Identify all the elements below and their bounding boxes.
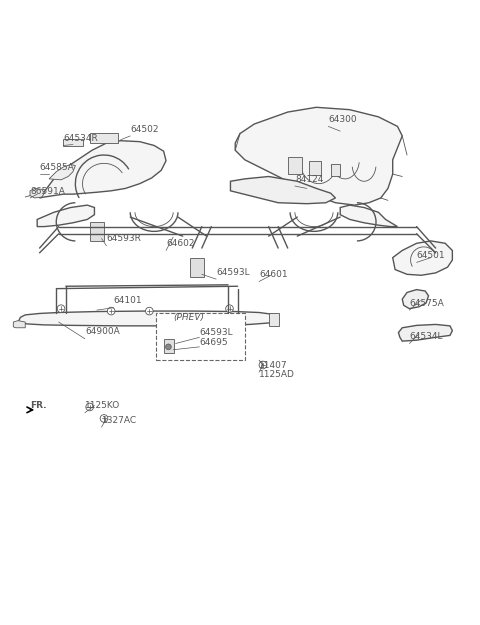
- Text: 1125AD: 1125AD: [259, 370, 295, 379]
- Text: 64695: 64695: [199, 338, 228, 347]
- Text: 84124: 84124: [295, 174, 323, 184]
- Text: 64585A: 64585A: [39, 162, 74, 172]
- Text: 64593L: 64593L: [216, 268, 250, 277]
- Polygon shape: [230, 176, 336, 204]
- Text: 1327AC: 1327AC: [102, 416, 137, 424]
- Circle shape: [86, 403, 94, 411]
- Polygon shape: [13, 321, 25, 328]
- Polygon shape: [18, 311, 278, 326]
- Text: 1125KO: 1125KO: [85, 401, 120, 411]
- Polygon shape: [235, 107, 402, 205]
- FancyBboxPatch shape: [156, 312, 245, 360]
- Polygon shape: [37, 205, 95, 227]
- Text: FR.: FR.: [30, 401, 47, 411]
- Text: 64502: 64502: [130, 124, 159, 134]
- Circle shape: [166, 344, 171, 350]
- Bar: [190, 258, 204, 277]
- Text: 64601: 64601: [259, 270, 288, 279]
- Circle shape: [226, 305, 233, 312]
- Text: 64501: 64501: [417, 251, 445, 260]
- Text: 86591A: 86591A: [30, 187, 65, 196]
- Text: 11407: 11407: [259, 361, 288, 370]
- Circle shape: [259, 361, 267, 369]
- Bar: [90, 133, 118, 142]
- Polygon shape: [393, 241, 452, 275]
- Bar: [288, 158, 302, 174]
- Polygon shape: [30, 188, 44, 198]
- Polygon shape: [398, 324, 452, 341]
- Circle shape: [145, 308, 153, 315]
- Text: 64534L: 64534L: [409, 332, 443, 341]
- Text: 64602: 64602: [166, 239, 194, 248]
- Polygon shape: [402, 289, 429, 309]
- Polygon shape: [340, 205, 397, 227]
- Text: 64534R: 64534R: [63, 134, 98, 143]
- Text: 64593L: 64593L: [199, 328, 233, 338]
- Circle shape: [57, 305, 65, 312]
- Text: 64593R: 64593R: [107, 234, 141, 243]
- Circle shape: [100, 414, 108, 422]
- Bar: [63, 139, 83, 146]
- Bar: [164, 339, 174, 353]
- Bar: [331, 164, 340, 176]
- Polygon shape: [39, 141, 166, 198]
- Bar: [269, 312, 279, 326]
- Bar: [309, 161, 321, 175]
- Text: 64300: 64300: [328, 115, 357, 124]
- Bar: [90, 222, 104, 241]
- Text: 64575A: 64575A: [409, 299, 444, 308]
- Text: 64900A: 64900A: [85, 328, 120, 336]
- Text: 64101: 64101: [114, 296, 142, 306]
- Polygon shape: [49, 164, 75, 180]
- Text: (PHEV): (PHEV): [173, 313, 204, 322]
- Circle shape: [108, 308, 115, 315]
